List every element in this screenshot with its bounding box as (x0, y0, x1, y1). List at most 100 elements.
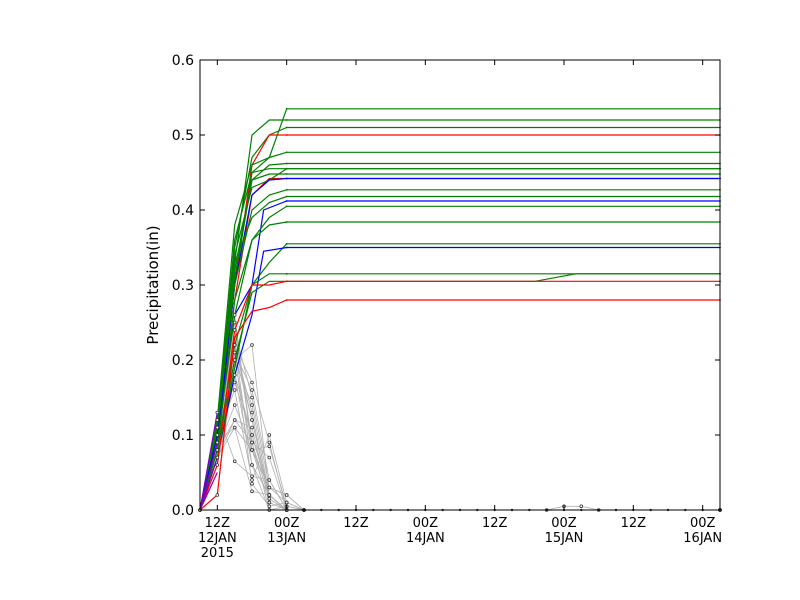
rate-series-line (199, 344, 720, 511)
accumulation-series-line (199, 472, 218, 511)
accumulation-series-line (199, 189, 720, 511)
y-tick-label: 0.6 (172, 53, 194, 69)
accumulation-point (285, 173, 288, 175)
rate-point (250, 478, 254, 482)
accumulation-point (285, 221, 288, 223)
rate-point (232, 418, 237, 422)
accumulation-point (285, 280, 288, 283)
x-tick-label: 12Z (205, 516, 231, 531)
x-tick-label: 12Z (621, 516, 647, 531)
rate-point (215, 455, 220, 460)
accumulation-point (285, 205, 288, 208)
accumulation-point (285, 177, 288, 180)
x-tick-label: 15JAN (545, 531, 584, 546)
rate-point (232, 358, 237, 362)
accumulation-point (285, 119, 288, 121)
rate-point (232, 425, 237, 430)
rate-point (267, 504, 272, 509)
y-axis-ticks: 0.0 0.1 0.2 0.3 0.4 0.5 0.6 (172, 53, 720, 519)
rate-point (284, 493, 289, 497)
rate-point (250, 403, 254, 407)
accumulation-series-line (199, 442, 218, 511)
x-tick-label: 12Z (482, 516, 508, 531)
rate-point (267, 478, 272, 482)
rate-point (215, 410, 220, 415)
rate-series-line (199, 322, 720, 511)
accumulation-series-line (199, 246, 720, 511)
rate-series-line (199, 351, 720, 511)
rate-point (232, 373, 237, 377)
accumulation-series-line (199, 162, 720, 511)
rate-point (250, 440, 254, 445)
rate-point (267, 440, 272, 445)
y-tick-label: 0.5 (172, 128, 194, 144)
rate-point (232, 313, 237, 317)
accumulation-point (285, 242, 288, 245)
accumulation-series-line (199, 299, 720, 511)
rate-series-line (199, 352, 720, 511)
rate-point (579, 504, 584, 509)
rate-point (215, 433, 220, 437)
accumulation-point (285, 107, 288, 110)
rate-series-line (199, 344, 720, 511)
accumulation-point (285, 200, 288, 202)
x-tick-label: 13JAN (267, 531, 306, 546)
rate-series-line (199, 373, 720, 511)
accumulation-point (285, 195, 288, 198)
rate-point (215, 418, 220, 422)
y-tick-label: 0.1 (172, 428, 194, 444)
rate-point (232, 350, 237, 355)
accumulation-series-line (199, 177, 720, 511)
rate-point (250, 395, 254, 400)
rate-point (250, 388, 254, 392)
rate-point (250, 433, 254, 437)
accumulation-series-line (199, 134, 720, 511)
accumulation-point (285, 188, 288, 191)
accumulation-point (285, 246, 288, 249)
rate-point (250, 489, 254, 494)
rate-series-line (199, 352, 720, 511)
rate-point (267, 496, 272, 501)
rate-point (267, 485, 272, 490)
accumulation-series-line (199, 273, 720, 511)
accumulation-series-line (199, 168, 720, 511)
rate-series-line (199, 419, 720, 511)
y-tick-label: 0.3 (172, 278, 194, 294)
rate-series-line (199, 358, 720, 511)
rate-point (232, 403, 237, 407)
rate-series-line (199, 419, 720, 511)
accumulation-series-line (199, 168, 720, 511)
x-tick-label: 12Z (343, 516, 369, 531)
accumulation-series-line (199, 205, 720, 511)
accumulation-series-line (199, 457, 218, 511)
accumulation-series-line (199, 221, 720, 511)
y-tick-label: 0.4 (172, 203, 194, 219)
x-tick-label: 16JAN (683, 531, 722, 546)
x-tick-label: 2015 (201, 546, 234, 561)
rate-point (232, 388, 237, 392)
accumulation-point (285, 151, 288, 154)
accumulation-series-layer (199, 107, 721, 511)
rate-point (250, 380, 254, 385)
rate-point (232, 380, 237, 385)
rate-series-line (199, 344, 720, 511)
rate-point (250, 463, 254, 467)
rate-point (267, 433, 272, 437)
rate-series-layer (199, 314, 720, 511)
rate-series-line (199, 344, 720, 511)
rate-point (215, 448, 220, 452)
accumulation-point (285, 167, 288, 170)
rate-point (250, 448, 254, 452)
rate-point (267, 493, 272, 497)
rate-series-line (199, 343, 720, 511)
accumulation-series-line (199, 273, 720, 511)
rate-point (232, 320, 237, 325)
rate-point (215, 425, 220, 430)
rate-series-line (199, 329, 720, 511)
accumulation-series-line (199, 177, 720, 511)
rate-point (215, 440, 220, 445)
rate-point (215, 463, 220, 467)
rate-point (250, 474, 254, 479)
